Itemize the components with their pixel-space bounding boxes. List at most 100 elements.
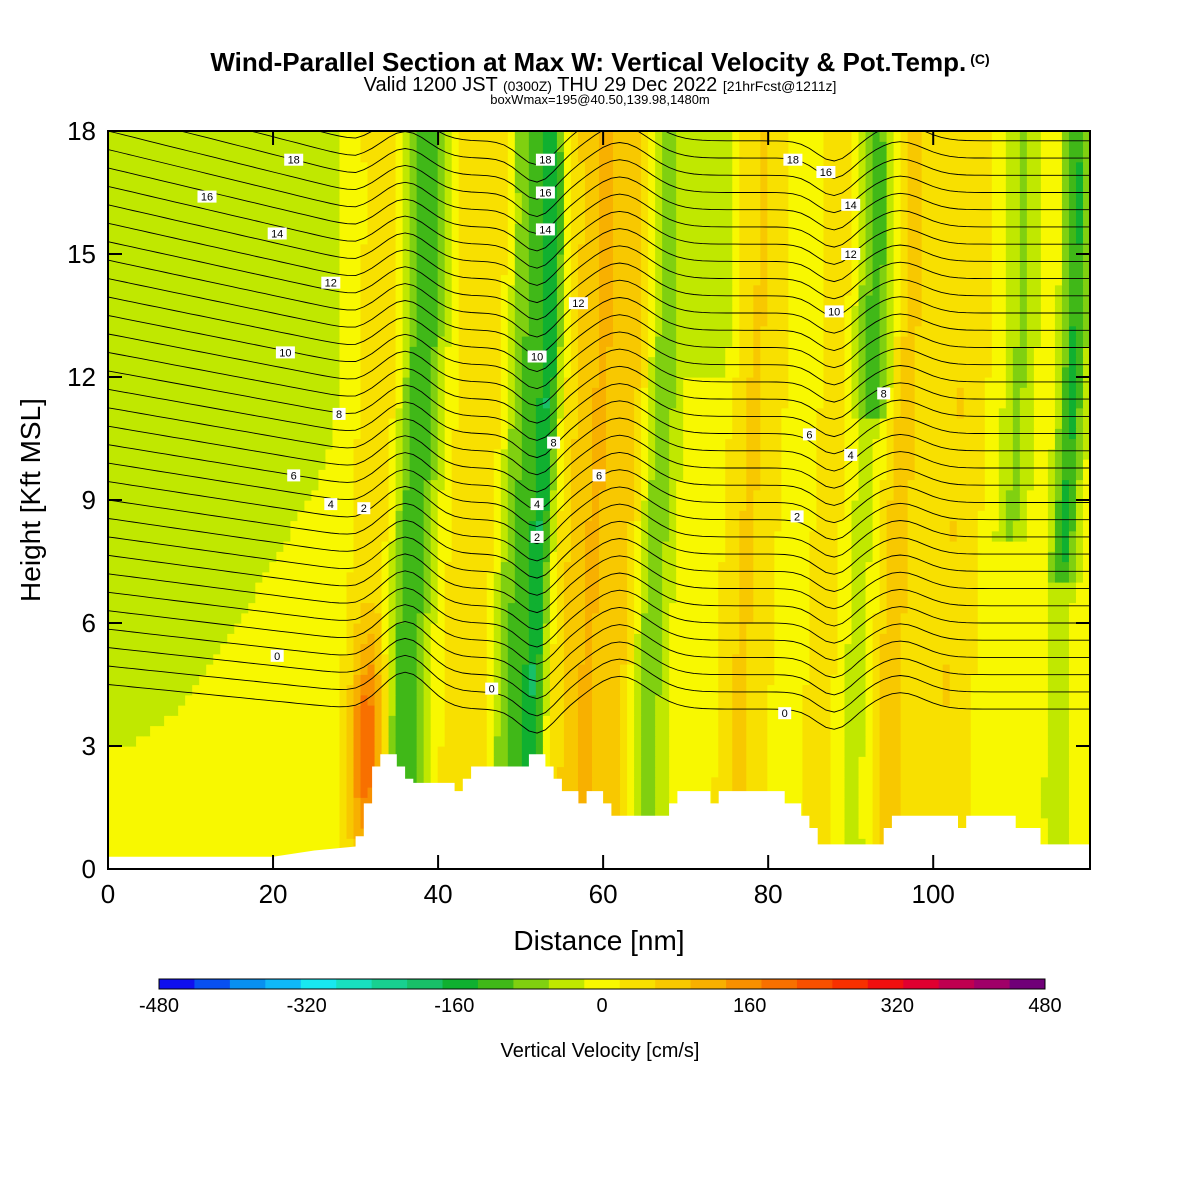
field-cell (549, 530, 558, 542)
field-cell (606, 510, 614, 522)
field-cell (872, 551, 881, 563)
field-cell (171, 756, 179, 768)
field-cell (816, 684, 825, 696)
field-cell (115, 787, 123, 798)
field-cell (556, 612, 565, 624)
field-cell (935, 787, 944, 798)
field-cell (577, 510, 586, 522)
field-cell (676, 756, 684, 768)
field-cell (360, 735, 369, 747)
field-cell (1047, 694, 1056, 706)
field-cell (858, 520, 867, 532)
field-cell (577, 551, 586, 563)
field-cell (998, 674, 1007, 686)
field-cell (437, 592, 446, 604)
field-cell (360, 705, 369, 716)
field-cell (409, 735, 418, 747)
field-cell (115, 653, 123, 665)
field-cell (641, 797, 649, 809)
field-cell (136, 551, 144, 563)
field-cell (556, 582, 565, 593)
field-cell (542, 520, 551, 532)
field-cell (262, 561, 270, 573)
field-cell (683, 746, 691, 757)
field-cell (535, 664, 544, 675)
field-cell (851, 735, 860, 747)
field-cell (171, 725, 179, 737)
field-cell (1054, 592, 1063, 604)
field-cell (248, 500, 256, 511)
field-cell (542, 592, 551, 604)
field-cell (886, 582, 895, 593)
field-cell (900, 694, 909, 706)
field-cell (157, 828, 165, 839)
field-cell (1012, 817, 1021, 829)
field-cell (844, 766, 853, 778)
field-cell (823, 541, 832, 552)
field-cell (199, 582, 207, 593)
field-cell (823, 694, 832, 706)
field-cell (409, 612, 418, 624)
field-cell (991, 612, 1000, 624)
field-cell (570, 735, 579, 747)
field-cell (255, 500, 263, 511)
field-cell (641, 787, 649, 798)
field-cell (774, 592, 782, 604)
field-cell (199, 633, 207, 645)
field-cell (837, 817, 846, 829)
field-cell (185, 674, 193, 686)
field-cell (851, 746, 860, 757)
field-cell (241, 510, 249, 522)
field-cell (991, 684, 1000, 696)
field-cell (949, 664, 958, 675)
field-cell (395, 530, 404, 542)
field-cell (1075, 787, 1084, 798)
field-cell (823, 582, 832, 593)
field-cell (591, 561, 600, 573)
field-cell (984, 715, 993, 727)
field-cell (388, 623, 397, 634)
field-cell (914, 694, 923, 706)
field-cell (914, 684, 923, 696)
field-cell (606, 766, 614, 778)
field-cell (858, 582, 867, 593)
field-cell (977, 633, 986, 645)
field-cell (402, 684, 411, 696)
field-cell (395, 623, 404, 634)
field-cell (620, 582, 628, 593)
field-cell (921, 756, 930, 768)
field-cell (970, 787, 979, 798)
field-cell (1075, 817, 1084, 829)
field-cell (823, 551, 832, 563)
field-cell (171, 674, 179, 686)
field-cell (451, 653, 460, 665)
field-cell (346, 766, 355, 778)
field-cell (570, 694, 579, 706)
field-cell (402, 520, 411, 532)
field-cell (1026, 674, 1035, 686)
field-cell (458, 500, 467, 511)
field-cell (248, 541, 256, 552)
field-cell (577, 612, 586, 624)
field-cell (634, 725, 642, 737)
field-cell (606, 746, 614, 757)
field-cell (704, 653, 712, 665)
field-cell (206, 766, 214, 778)
field-cell (767, 705, 775, 716)
field-cell (437, 684, 446, 696)
field-cell (802, 797, 811, 809)
field-cell (690, 643, 698, 655)
field-cell (416, 582, 425, 593)
field-cell (774, 664, 782, 675)
field-cell (381, 592, 390, 604)
field-cell (395, 715, 404, 727)
field-cell (1054, 612, 1063, 624)
field-cell (115, 725, 123, 737)
field-cell (823, 746, 832, 757)
field-cell (732, 643, 740, 655)
field-cell (479, 715, 488, 727)
field-cell (353, 684, 362, 696)
field-cell (830, 530, 839, 542)
field-cell (486, 643, 495, 655)
field-cell (711, 746, 719, 757)
